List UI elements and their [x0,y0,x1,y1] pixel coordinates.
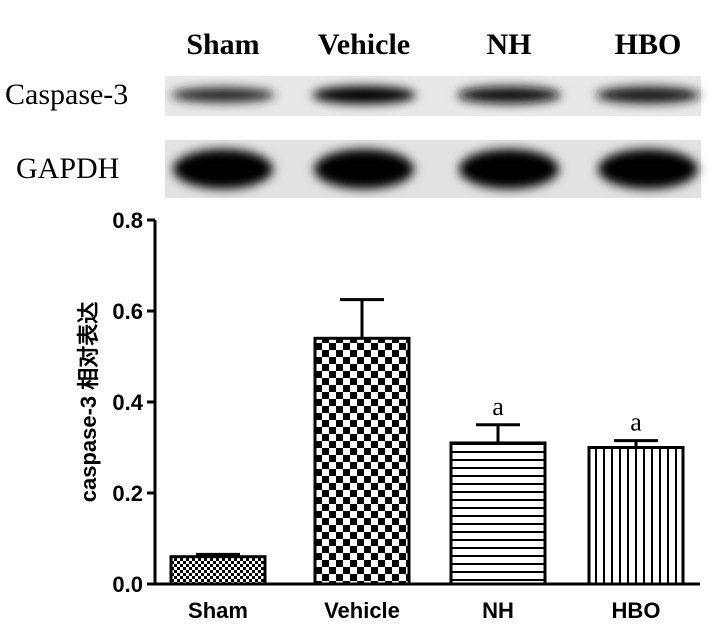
western-blot-panel: Sham Vehicle NH HBO Caspase-3 GAPDH [5,28,701,198]
bars: aa [169,298,685,586]
bar-chart: caspase-3 相对表达 0.0 0.2 0.4 0.6 0.8 Sham Vehic… [76,208,700,623]
y-tick-label: 0.6 [112,299,143,324]
bar-hbo [587,446,685,586]
lane-label-nh: NH [487,28,532,61]
x-tick-label-sham: Sham [188,598,248,623]
x-tick-label-nh: NH [482,598,514,623]
bar-nh [449,441,547,586]
y-tick-label: 0.4 [112,390,143,415]
x-tick-label-hbo: HBO [612,598,661,623]
significance-label-hbo: a [630,408,642,437]
band-gapdh-sham [173,149,273,189]
bar-sham [169,555,267,586]
band-gapdh-vehicle [314,149,414,189]
lane-label-vehicle: Vehicle [318,28,410,61]
band-caspase3-hbo [596,86,700,104]
significance-label-nh: a [492,392,504,421]
y-axis-title: caspase-3 相对表达 [76,302,101,503]
row-label-caspase3: Caspase-3 [5,78,128,111]
band-caspase3-nh [457,86,561,104]
band-caspase3-sham [171,87,275,103]
row-label-gapdh: GAPDH [16,152,119,185]
band-gapdh-nh [459,149,559,189]
band-layer [171,86,700,189]
y-axis: 0.0 0.2 0.4 0.6 0.8 [112,208,157,597]
band-gapdh-hbo [598,149,698,189]
bar-vehicle [313,336,411,586]
lane-label-sham: Sham [186,28,259,61]
x-axis: Sham Vehicle NH HBO [155,582,700,623]
y-tick-label: 0.0 [112,572,143,597]
lane-label-hbo: HBO [615,28,682,61]
band-caspase3-vehicle [312,86,416,104]
x-tick-label-vehicle: Vehicle [324,598,400,623]
y-tick-label: 0.2 [112,481,143,506]
y-tick-label: 0.8 [112,208,143,233]
